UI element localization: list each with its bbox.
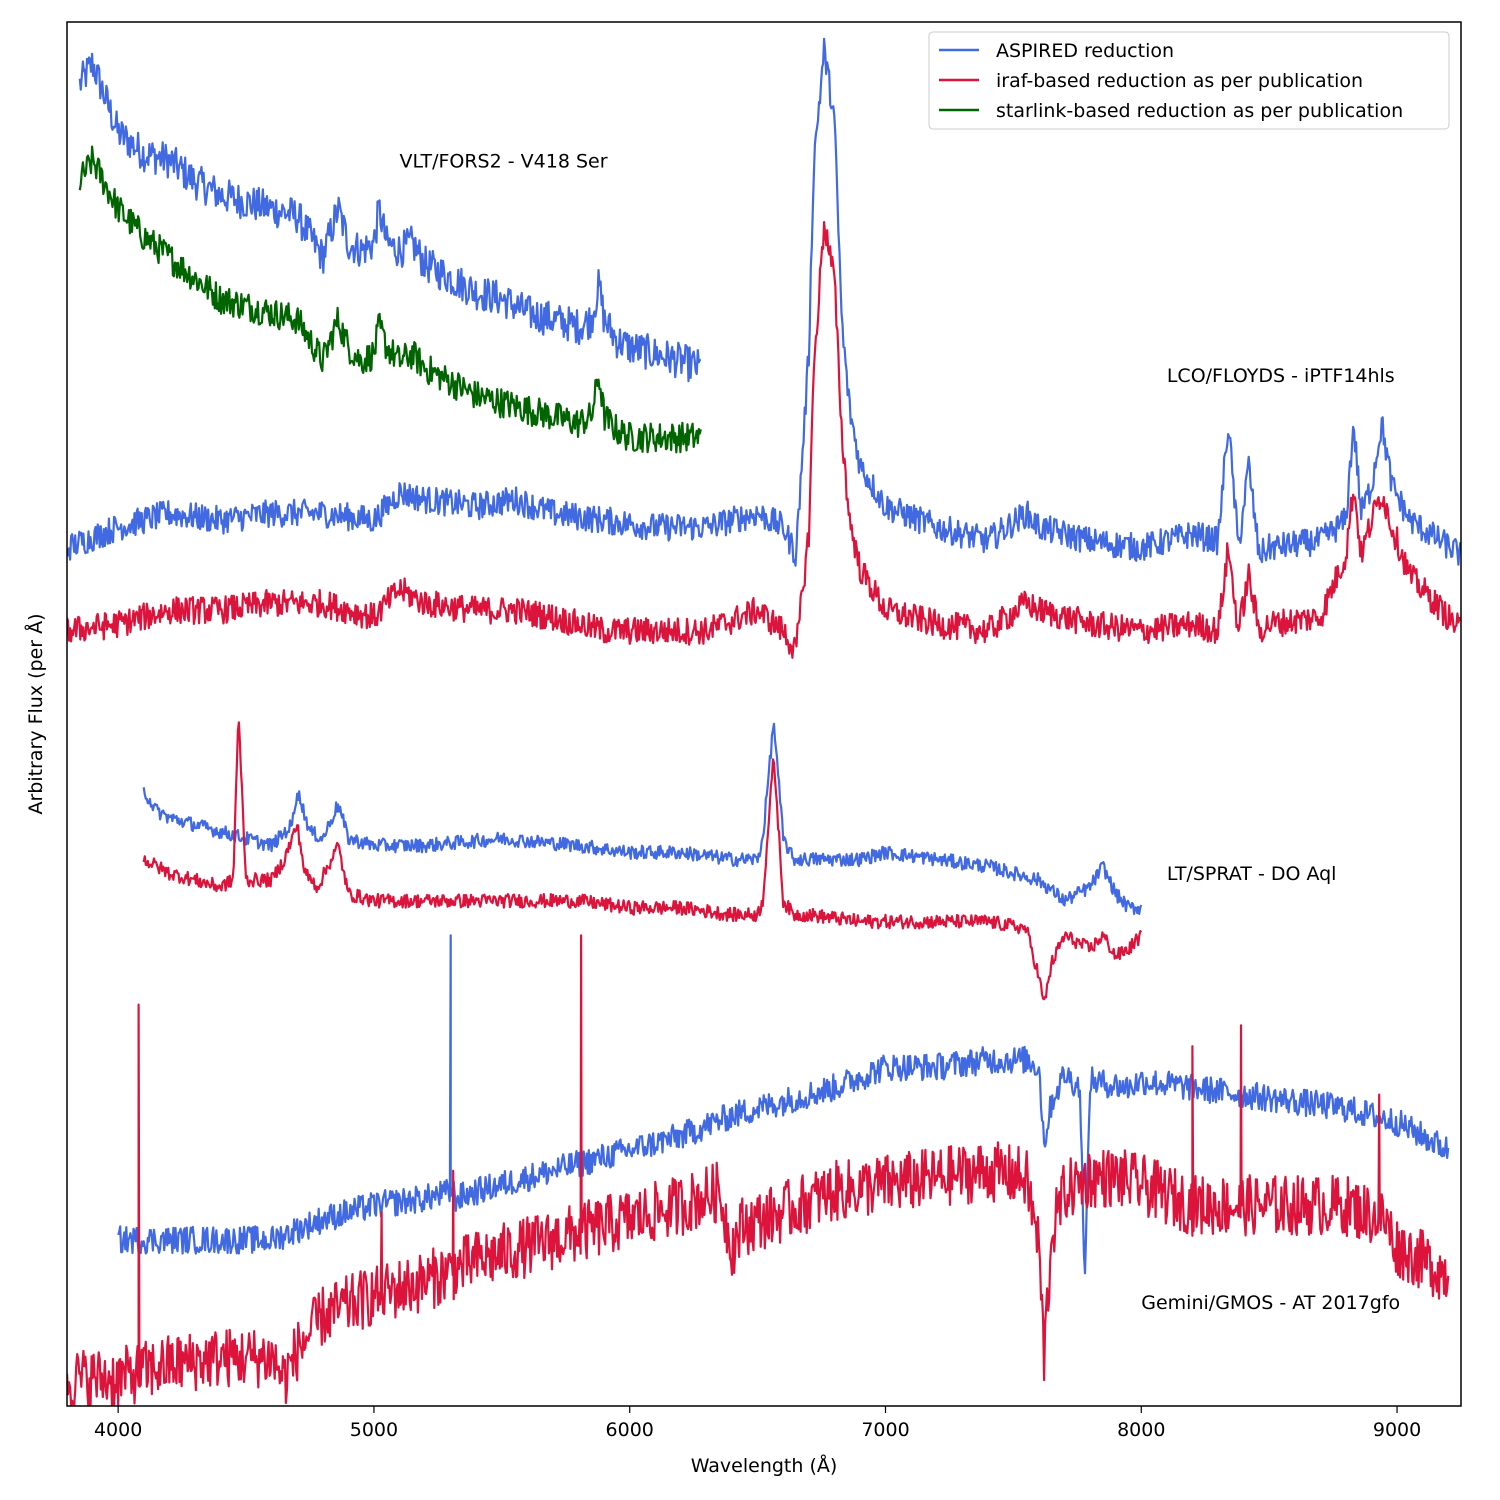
x-tick-label: 4000 — [94, 1419, 142, 1441]
x-axis: 4000 5000 6000 7000 8000 9000 — [94, 1406, 1421, 1441]
annotation-gemini-gmos-at-2017gfo: Gemini/GMOS - AT 2017gfo — [1141, 1292, 1400, 1314]
annotation-lco-floyds-iptf14hls: LCO/FLOYDS - iPTF14hls — [1167, 365, 1395, 387]
series-line-lco-floyds-iptf14hls-aspired — [67, 37, 1461, 567]
series-line-lt-sprat-do-aql-iraf — [142, 721, 1143, 1001]
plot-frame — [66, 21, 1462, 1407]
x-tick-label: 6000 — [606, 1419, 654, 1441]
y-axis-label: Arbitrary Flux (per Å) — [24, 613, 47, 814]
legend-label-aspired-reduction: ASPIRED reduction — [996, 40, 1174, 62]
legend: ASPIRED reduction iraf-based reduction as… — [928, 31, 1450, 130]
series-line-gemini-gmos-at-2017gfo-aspired — [117, 934, 1450, 1275]
annotations: VLT/FORS2 - V418 Ser LCO/FLOYDS - iPTF14h… — [400, 150, 1401, 1314]
x-tick-label: 9000 — [1373, 1419, 1421, 1441]
legend-box — [928, 31, 1450, 130]
x-axis-label: Wavelength (Å) — [691, 1454, 838, 1477]
legend-label-starlink-based-reduction-as-per-publication: starlink-based reduction as per publicat… — [996, 100, 1403, 122]
x-tick-label: 8000 — [1117, 1419, 1165, 1441]
annotation-vlt-fors2-v418-ser: VLT/FORS2 - V418 Ser — [400, 150, 608, 172]
x-tick-label: 5000 — [350, 1419, 398, 1441]
series-line-lt-sprat-do-aql-aspired — [142, 722, 1143, 916]
series-line-vlt-fors2-v418-ser-aspired — [78, 52, 702, 383]
series-line-lco-floyds-iptf14hls-iraf — [67, 221, 1461, 659]
legend-label-iraf-based-reduction-as-per-publication: iraf-based reduction as per publication — [996, 70, 1363, 92]
x-tick-label: 7000 — [861, 1419, 909, 1441]
series-line-vlt-fors2-v418-ser-starlink — [78, 145, 702, 454]
annotation-lt-sprat-do-aql: LT/SPRAT - DO Aql — [1167, 863, 1337, 885]
series-line-gemini-gmos-at-2017gfo-iraf — [67, 934, 1450, 1406]
series-layer — [67, 37, 1461, 1406]
